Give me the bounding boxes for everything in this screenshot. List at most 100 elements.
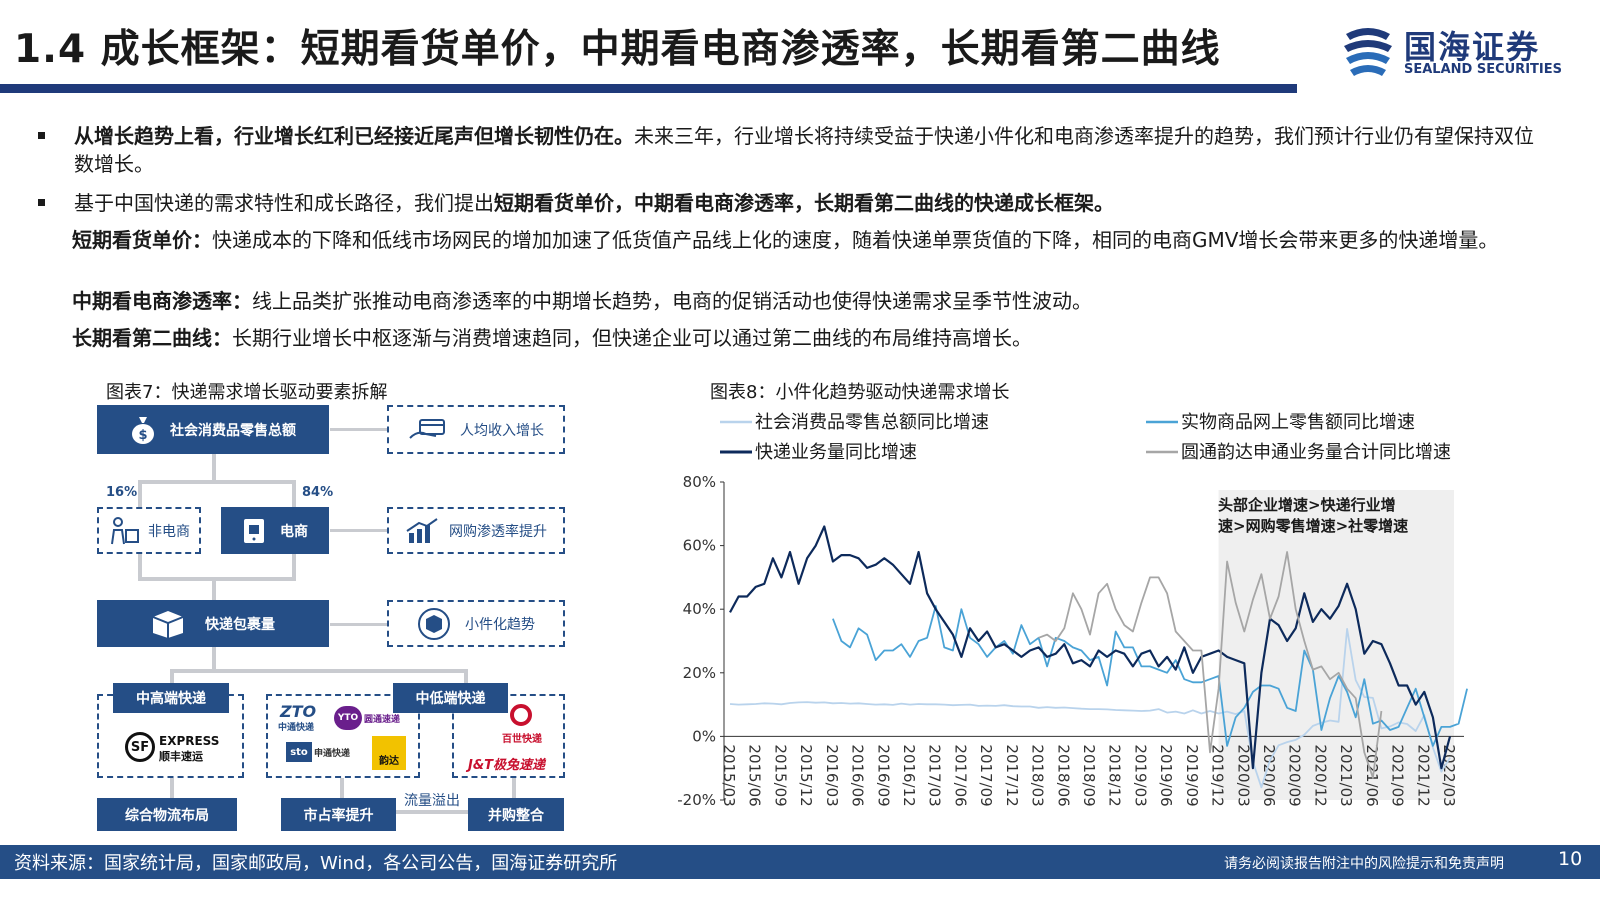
connector: [212, 577, 216, 601]
parcel-box-icon: [152, 610, 184, 638]
subpoint-heading: 长期看第二曲线：: [72, 326, 232, 350]
subpoint-text: 线上品类扩张推动电商渗透率的中期增长趋势，电商的促销活动也使得快递需求呈季节性波…: [252, 289, 1092, 313]
sto-brand-label: 申通快递: [314, 749, 351, 759]
jt-brand-label: J&T极兔速递: [468, 758, 546, 773]
income-growth-label: 人均收入增长: [460, 422, 544, 439]
arrow-connector: [330, 428, 388, 431]
y-tick-label: 40%: [683, 600, 716, 618]
connector: [464, 669, 468, 683]
connector: [138, 553, 142, 579]
tablet-shop-icon: [244, 518, 264, 543]
title-underline: [0, 84, 1297, 93]
sf-brand-cn: 顺丰速运: [159, 750, 203, 763]
line-chart: 80% 60% 40% 20% 0% -20% 2015/03 2015/06 2015/09 2…: [677, 412, 1468, 809]
legend-label: 圆通韵达申通业务量合计同比增速: [1181, 442, 1451, 463]
page-title: 1.4 成长框架：短期看货单价，中期看电商渗透率，长期看第二曲线: [14, 27, 1221, 72]
small-parcel-box: 小件化趋势: [387, 600, 565, 647]
x-tick-label: 2015/09: [771, 744, 789, 806]
bullet-marker: [38, 199, 45, 206]
logo-mark-icon: [1344, 28, 1392, 76]
best-logo-icon: [510, 704, 532, 726]
parcel-volume-label: 快递包裹量: [205, 616, 275, 633]
market-share-label: 市占率提升: [303, 807, 374, 824]
zto-brand-label: 中通快递: [278, 723, 315, 733]
subpoint-heading: 中期看电商渗透率：: [72, 289, 252, 313]
connector: [138, 480, 142, 508]
footer-bar: 资料来源：国家统计局，国家邮政局，Wind，各公司公告，国海证券研究所 请务必阅…: [0, 845, 1600, 879]
integrated-logistics-box: 综合物流布局: [97, 798, 237, 831]
x-tick-label: 2015/03: [720, 744, 738, 806]
subpoint-heading: 短期看货单价：: [72, 228, 212, 252]
y-tick-label: 20%: [683, 664, 716, 682]
non-ecommerce-label: 非电商: [148, 523, 190, 540]
sf-brand-label: EXPRESS: [159, 734, 220, 748]
x-tick-label: 2017/12: [1003, 744, 1021, 806]
x-tick-label: 2015/12: [797, 744, 815, 806]
chart-annotation: 速>网购零售增速>社零增速: [1218, 517, 1408, 535]
bullet-paragraph: 从增长趋势上看，行业增长红利已经接近尾声但增长韧性仍在。未来三年，行业增长将持续…: [74, 122, 1534, 178]
mid-low-end-label: 中低端快递: [415, 691, 486, 707]
ecommerce-box: 电商: [221, 507, 329, 554]
x-tick-label: 2020/03: [1234, 744, 1252, 806]
subpoint-text: 快递成本的下降和低线市场网民的增加加速了低货值产品线上化的速度，随着快递单票货值…: [212, 228, 1499, 252]
svg-text:$: $: [138, 428, 147, 443]
disclaimer: 请务必阅读报告附注中的风险提示和免责声明: [1224, 856, 1504, 872]
yto-brand-label: 圆通速递: [364, 715, 401, 725]
legend-label: 实物商品网上零售额同比增速: [1181, 412, 1415, 433]
connector: [512, 778, 516, 798]
x-tick-label: 2021/09: [1389, 744, 1407, 806]
sf-logo-icon: SF: [125, 732, 155, 762]
series-line: [832, 605, 1468, 747]
bullet-bold-text: 从增长趋势上看，行业增长红利已经接近尾声但增长韧性仍在。: [74, 124, 634, 148]
integrated-logistics-label: 综合物流布局: [125, 807, 209, 824]
connector: [170, 669, 174, 683]
yunda-logo-icon: 韵达: [372, 736, 406, 770]
shopping-person-icon: [111, 516, 139, 544]
company-logo: 国海证券 SEALAND SECURITIES: [1342, 22, 1592, 82]
subpoint-long-term: 长期看第二曲线：长期行业增长中枢逐渐与消费增速趋同，但快递企业可以通过第二曲线的…: [72, 324, 1502, 352]
x-tick-label: 2019/06: [1157, 744, 1175, 806]
non-ecommerce-box: 非电商: [97, 507, 201, 554]
x-tick-label: 2016/03: [823, 744, 841, 806]
yunda-brand-label: 韵达: [379, 756, 399, 767]
series-line: [729, 627, 1451, 789]
small-parcel-label: 小件化趋势: [465, 616, 535, 633]
sto-logo-icon: sto: [286, 742, 312, 762]
retail-total-label: 社会消费品零售总额: [170, 422, 296, 439]
bullet-paragraph: 基于中国快递的需求特性和成长路径，我们提出短期看货单价，中期看电商渗透率，长期看…: [74, 189, 1534, 217]
income-growth-box: 人均收入增长: [387, 405, 565, 454]
high-end-label: 中高端快递: [136, 691, 206, 707]
subpoint-short-term: 短期看货单价：快递成本的下降和低线市场网民的增加加速了低货值产品线上化的速度，随…: [72, 226, 1502, 254]
connector: [170, 778, 174, 798]
subpoint-mid-term: 中期看电商渗透率：线上品类扩张推动电商渗透率的中期增长趋势，电商的促销活动也使得…: [72, 287, 1502, 315]
money-bag-icon: $: [132, 416, 154, 444]
diagram-title: 图表7：快递需求增长驱动要素拆解: [106, 382, 388, 403]
logo-chinese-name: 国海证券: [1404, 28, 1541, 66]
arrow-connector: [330, 623, 388, 626]
card-hand-icon: [409, 418, 445, 439]
legend-label: 快递业务量同比增速: [755, 442, 917, 463]
x-tick-label: 2017/03: [926, 744, 944, 806]
mna-label: 并购整合: [488, 807, 544, 824]
connector: [212, 454, 216, 482]
connector: [138, 480, 296, 484]
small-package-icon: [418, 607, 450, 640]
x-tick-label: 2018/03: [1029, 744, 1047, 806]
best-brand-label: 百世快递: [502, 734, 542, 745]
x-tick-label: 2019/09: [1183, 744, 1201, 806]
y-tick-label: 80%: [683, 473, 716, 491]
x-tick-label: 2018/09: [1080, 744, 1098, 806]
y-tick-label: -20%: [677, 791, 716, 809]
bullet-text: 未来三年，行业增长将持续受益于快递小件化和电商渗透率提升的趋势，我们预计行业仍有…: [74, 124, 1534, 176]
zto-logo-icon: ZTO: [280, 702, 317, 721]
mna-box: 并购整合: [468, 798, 564, 831]
ecommerce-label: 电商: [280, 523, 308, 540]
parcel-volume-box: 快递包裹量: [97, 600, 329, 647]
x-tick-label: 2019/03: [1131, 744, 1149, 806]
non-ecommerce-share: 16%: [106, 485, 138, 500]
subpoint-text: 长期行业增长中枢逐渐与消费增速趋同，但快递企业可以通过第二曲线的布局维持高增长。: [232, 326, 1032, 350]
x-tick-label: 2020/12: [1311, 744, 1329, 806]
bullet-text: 基于中国快递的需求特性和成长路径，我们提出: [74, 191, 494, 215]
connector: [396, 810, 468, 814]
connector: [138, 577, 296, 581]
